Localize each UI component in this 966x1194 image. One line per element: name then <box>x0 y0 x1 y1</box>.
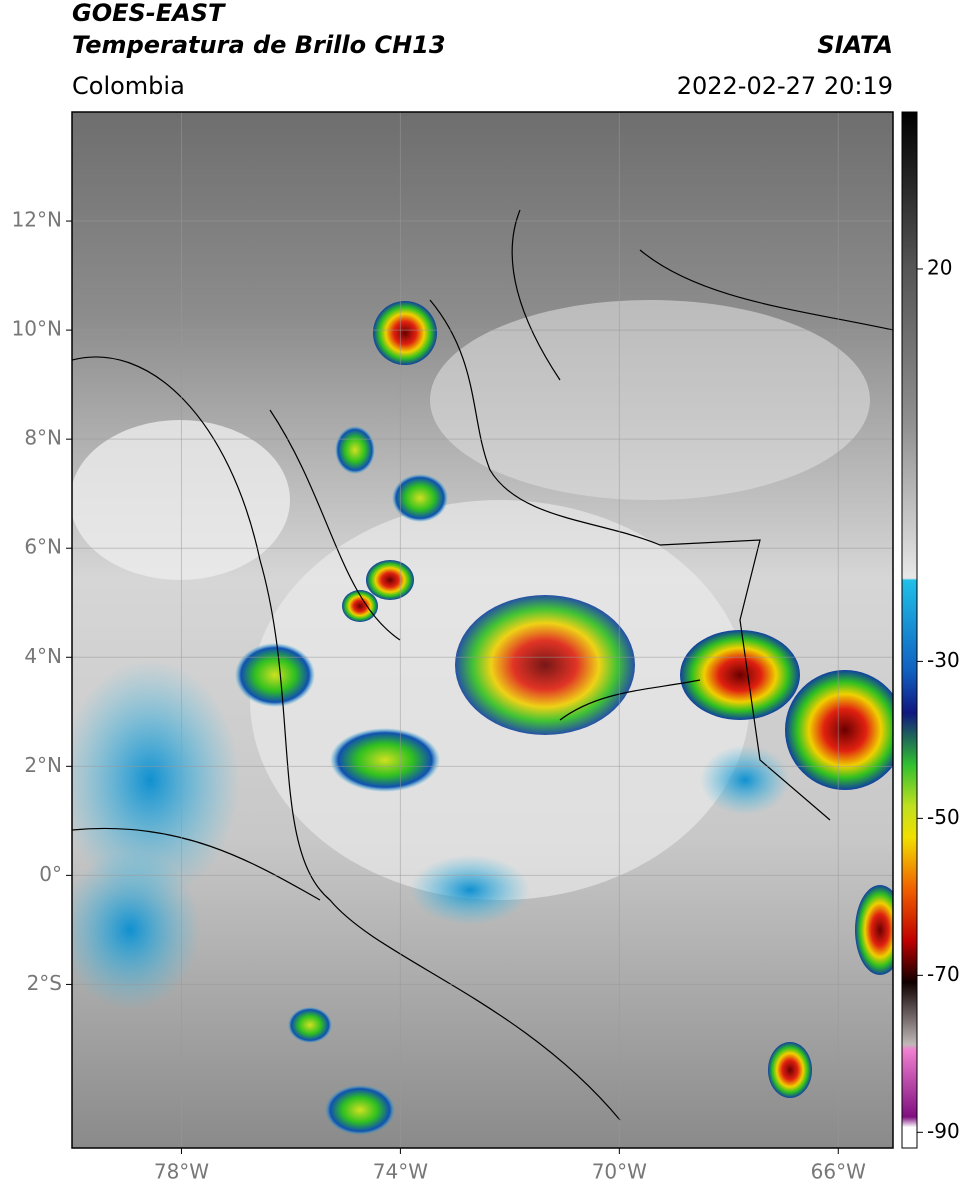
y-tick-label: 2°N <box>24 753 62 777</box>
satellite-image <box>72 112 893 1148</box>
colorbar-tick-label: -50 <box>927 805 960 829</box>
y-tick-label: 8°N <box>24 426 62 450</box>
y-tick-label: 10°N <box>12 317 62 341</box>
region: Colombia <box>72 72 185 100</box>
colorbar-tick-label: -30 <box>927 648 960 672</box>
x-tick-label: 70°W <box>592 1160 647 1184</box>
y-tick-label: 12°N <box>12 208 62 232</box>
title: GOES-EAST <box>72 0 226 27</box>
x-tick-label: 66°W <box>811 1160 866 1184</box>
timestamp: 2022-02-27 20:19 <box>677 72 893 100</box>
colorbar-tick-label: 20 <box>927 255 952 279</box>
x-tick-label: 74°W <box>373 1160 428 1184</box>
x-tick-label: 78°W <box>154 1160 209 1184</box>
y-tick-label: 2°S <box>27 971 62 995</box>
colorbar-tick-label: -90 <box>927 1119 960 1143</box>
y-tick-label: 0° <box>39 862 62 886</box>
title: Temperatura de Brillo CH13 <box>72 31 446 59</box>
colorbar-tick-label: -70 <box>927 962 960 986</box>
y-tick-label: 6°N <box>24 535 62 559</box>
colorbar <box>901 111 918 1149</box>
y-tick-label: 4°N <box>24 644 62 668</box>
source: SIATA <box>817 31 893 59</box>
map-frame <box>71 111 894 1149</box>
